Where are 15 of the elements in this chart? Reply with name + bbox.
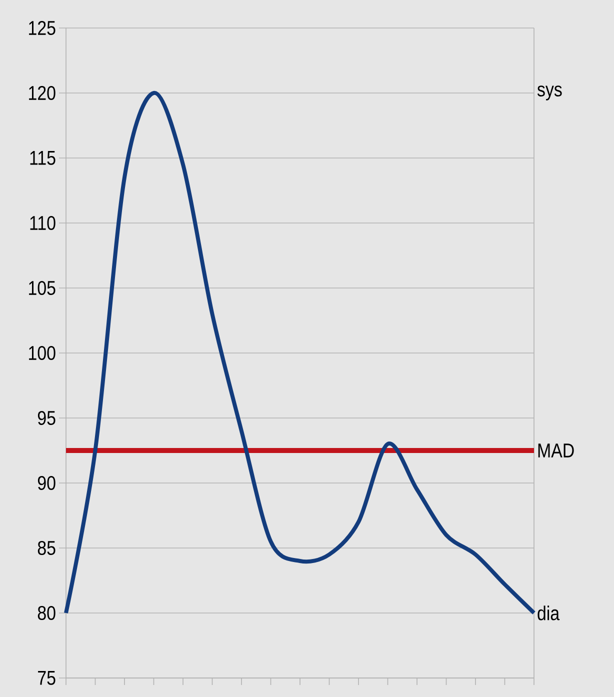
y-tick-label: 75 <box>38 671 56 685</box>
y-tick-label: 85 <box>38 540 56 556</box>
y-tick-label: 95 <box>38 410 56 426</box>
y-tick-label: 105 <box>29 280 56 296</box>
y-tick-label: 80 <box>38 606 56 620</box>
text: dia <box>538 606 560 620</box>
y-tick-label: 100 <box>29 346 56 360</box>
y-tick-label: 115 <box>30 151 56 165</box>
y-tick-label: 90 <box>38 476 56 490</box>
y-tick-label: 120 <box>29 86 56 100</box>
line-series <box>64 90 536 615</box>
y-tick-label: 125 <box>29 20 56 36</box>
ref-line-label: MAD <box>538 444 574 458</box>
y-tick-label: 110 <box>30 216 56 230</box>
text: sys <box>537 86 562 100</box>
